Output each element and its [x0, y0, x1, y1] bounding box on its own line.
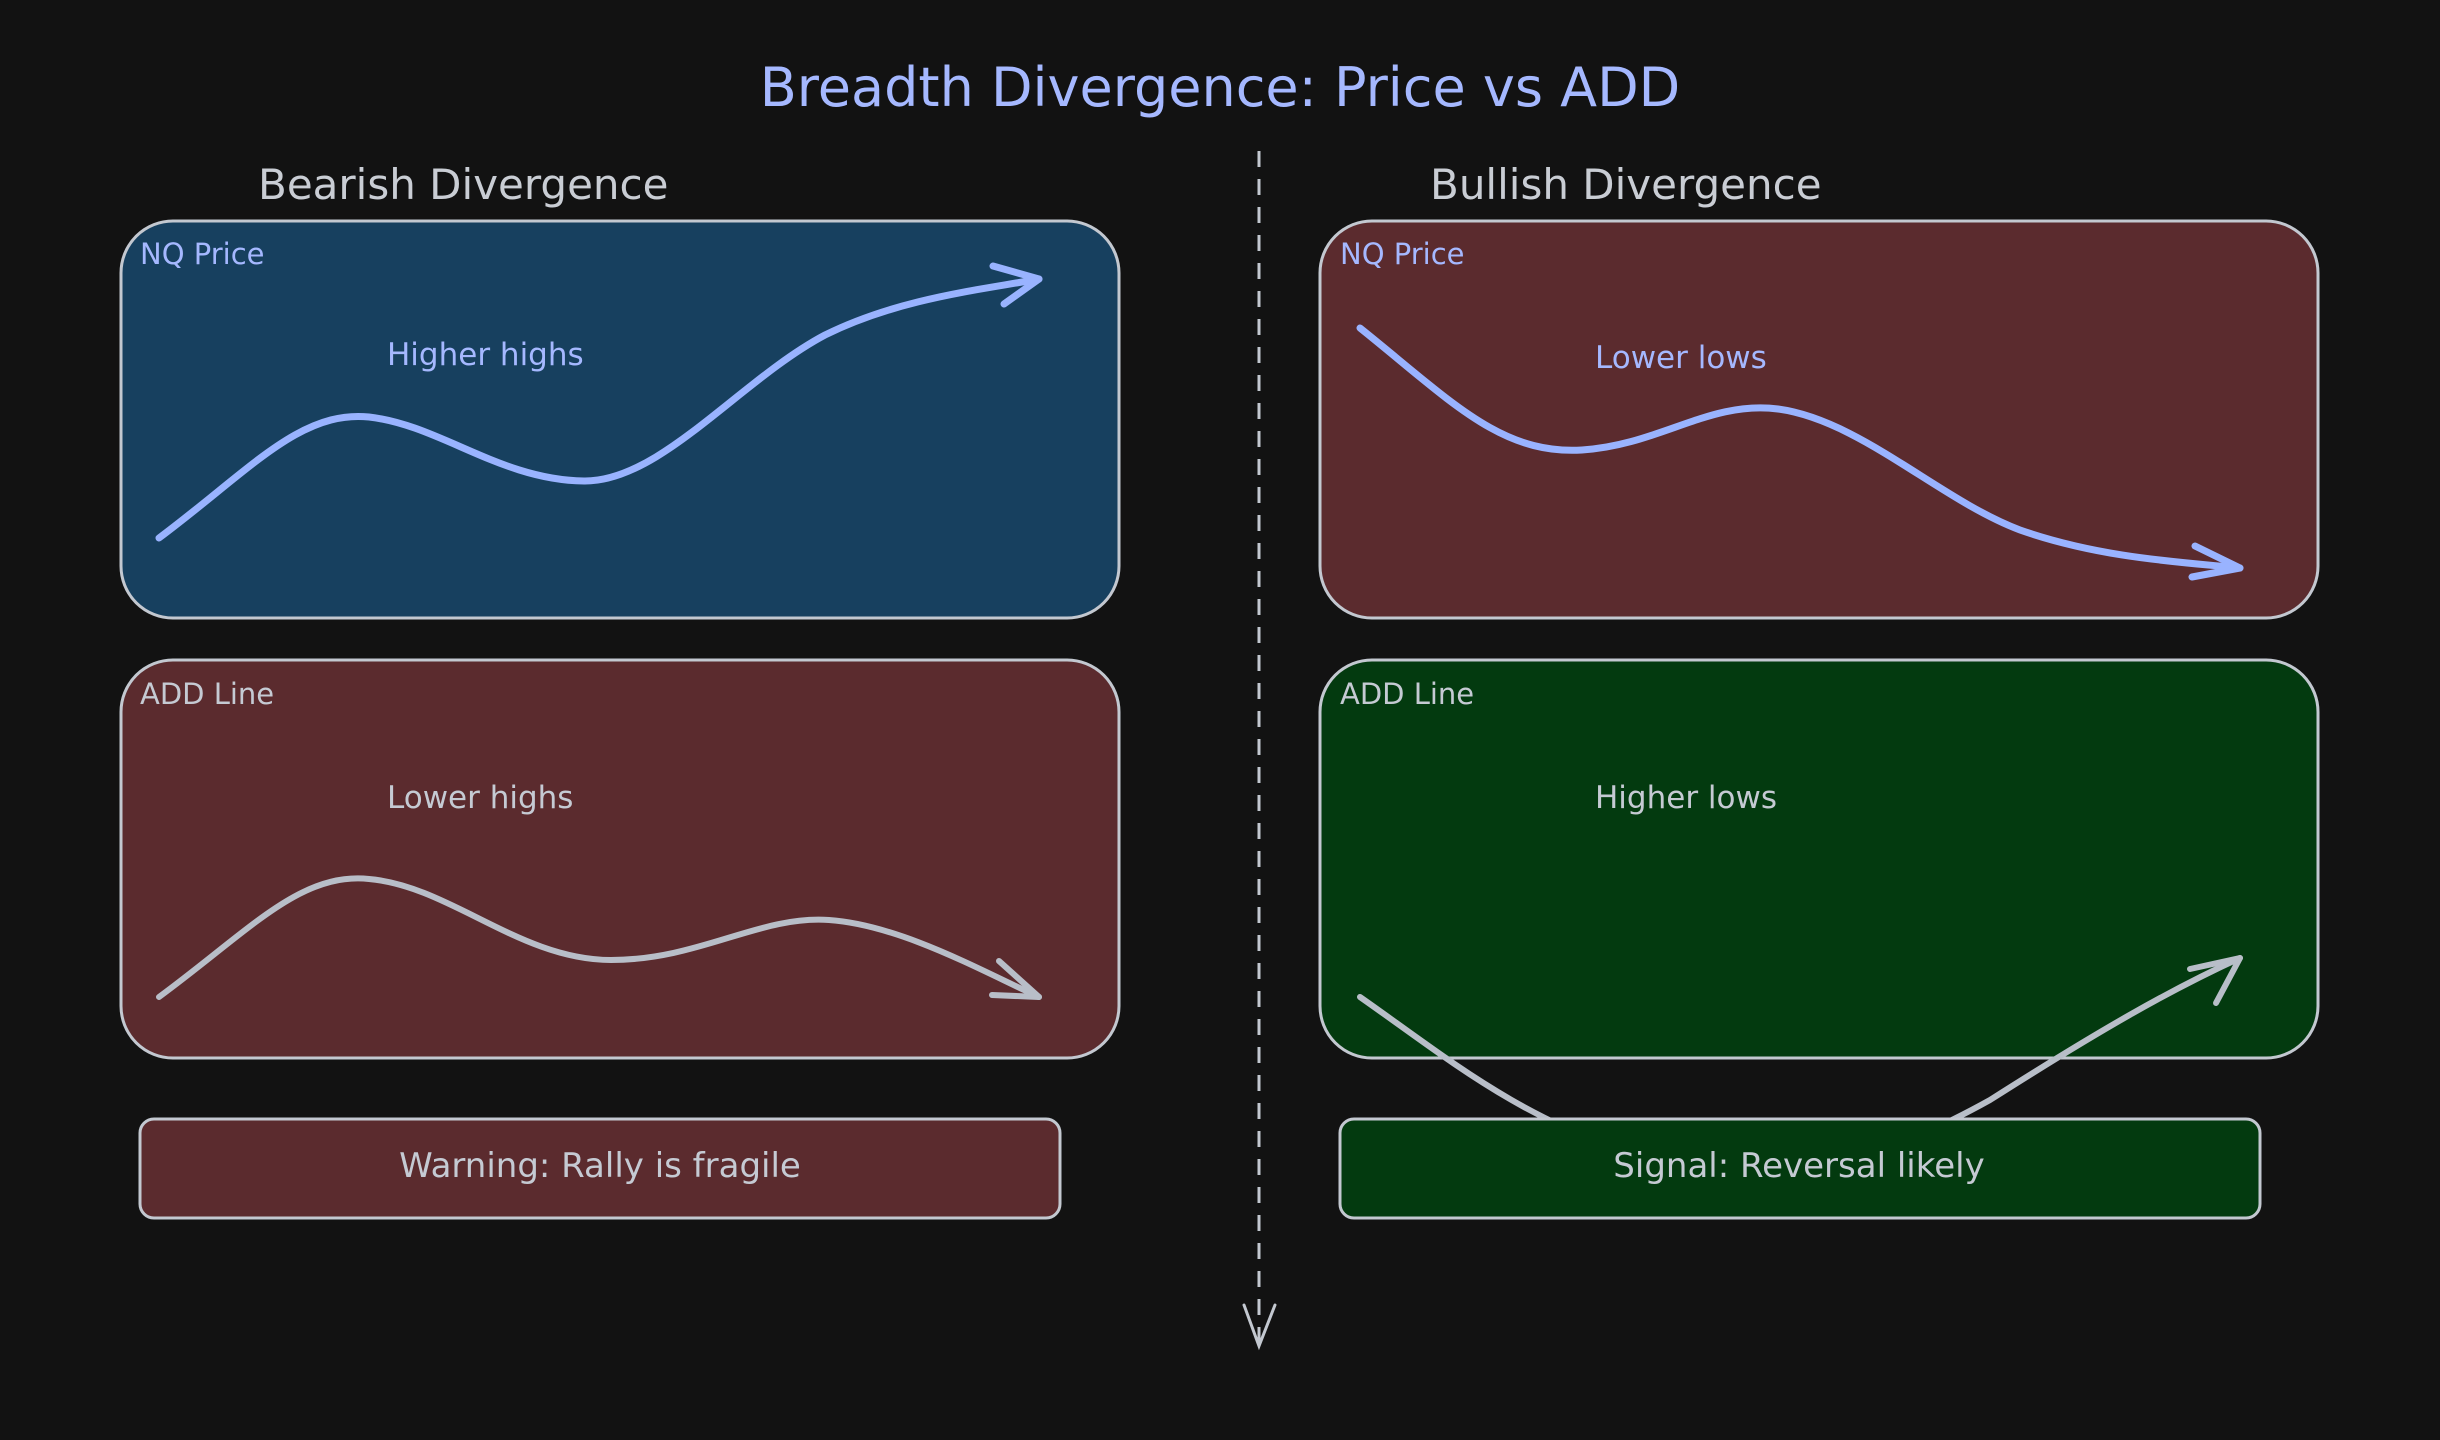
bearish-heading: Bearish Divergence [258, 160, 668, 209]
callout-background [1338, 1117, 2262, 1220]
add-line-falling [156, 875, 1042, 1000]
panel-background [1318, 658, 2320, 1060]
arrowhead-icon [2188, 542, 2244, 581]
callout-text: Warning: Rally is fragile [399, 1146, 801, 1186]
diagram-title: Breadth Divergence: Price vs ADD [760, 56, 1680, 119]
panel-label: NQ Price [140, 237, 264, 271]
bearish-price-panel: NQ Price Higher highs [119, 219, 1121, 620]
panel-note: Higher highs [387, 337, 584, 373]
panel-background [119, 219, 1121, 620]
panel-note: Lower lows [1595, 340, 1767, 376]
arrowhead-icon [989, 958, 1042, 1000]
bullish-price-panel: NQ Price Lower lows [1318, 219, 2320, 620]
panel-label: ADD Line [140, 677, 274, 711]
warning-callout: Warning: Rally is fragile [138, 1117, 1062, 1220]
signal-callout: Signal: Reversal likely [1338, 1117, 2262, 1220]
panel-background [119, 658, 1121, 1060]
price-line-falling [1356, 324, 2244, 572]
bullish-heading: Bullish Divergence [1430, 160, 1822, 209]
price-line-rising [155, 275, 1043, 542]
arrowhead-icon [989, 262, 1043, 308]
arrow-down-icon [1242, 1303, 1277, 1351]
panel-label: NQ Price [1340, 237, 1464, 271]
callout-background [138, 1117, 1062, 1220]
arrowhead-icon [2187, 955, 2243, 1006]
bearish-add-panel: ADD Line Lower highs [119, 658, 1121, 1060]
panel-label: ADD Line [1340, 677, 1474, 711]
panel-note: Higher lows [1595, 780, 1777, 816]
callout-text: Signal: Reversal likely [1613, 1146, 1984, 1186]
panel-note: Lower highs [387, 780, 573, 816]
